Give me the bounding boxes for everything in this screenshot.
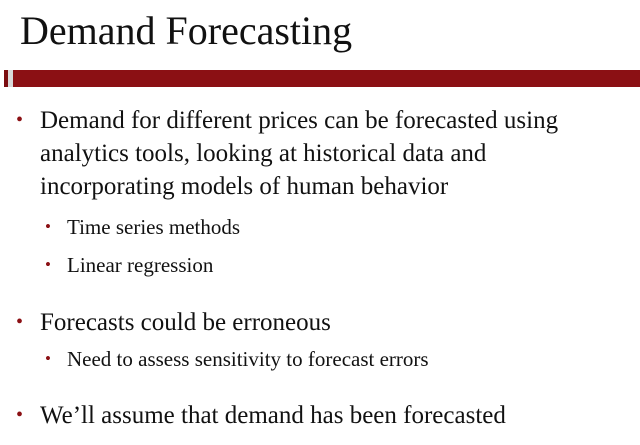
bullet-demand-forecasting: • Demand for different prices can be for… (16, 104, 559, 203)
bullet-line: incorporating models of human behavior (40, 173, 449, 200)
bullet-dot: • (16, 404, 24, 426)
bullet-dot: • (16, 109, 24, 131)
divider-accent-left (4, 70, 8, 87)
bullet-line: analytics tools, looking at historical d… (40, 140, 487, 167)
sub-bullet-time-series: • Time series methods (45, 213, 241, 241)
sub-bullet-text: Linear regression (67, 253, 214, 277)
divider-accent-gap (8, 70, 13, 87)
bullet-dot: • (16, 311, 24, 333)
sub-bullet-text: Time series methods (67, 215, 241, 239)
title-divider-bar (0, 70, 640, 87)
sub-bullet-sensitivity: • Need to assess sensitivity to forecast… (45, 345, 429, 373)
sub-bullet-text: Need to assess sensitivity to forecast e… (67, 347, 429, 371)
sub-bullet-linear-regression: • Linear regression (45, 251, 214, 279)
divider-band (13, 70, 640, 87)
bullet-line: Demand for different prices can be forec… (40, 107, 559, 134)
bullet-demand-assumed: • We’ll assume that demand has been fore… (16, 399, 506, 432)
bullet-forecast-errors: • Forecasts could be erroneous (16, 306, 331, 339)
bullet-line: We’ll assume that demand has been foreca… (40, 402, 506, 429)
sub-bullet-dot: • (45, 217, 51, 236)
bullet-line: Forecasts could be erroneous (40, 309, 331, 336)
sub-bullet-dot: • (45, 349, 51, 368)
slide-title: Demand Forecasting (20, 8, 353, 53)
sub-bullet-dot: • (45, 255, 51, 274)
